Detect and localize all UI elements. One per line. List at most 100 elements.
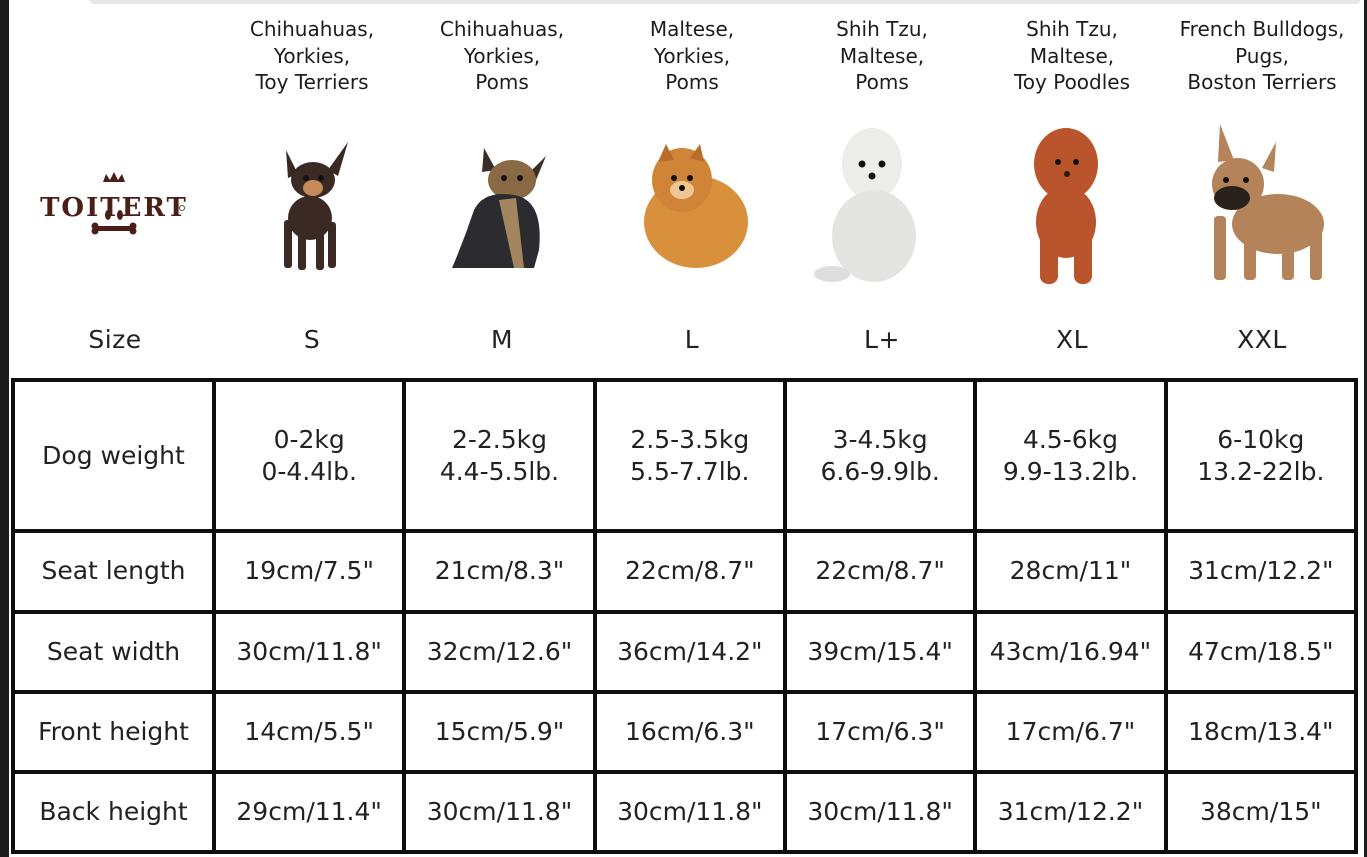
row-label: Seat width <box>11 609 216 694</box>
cell-value: 16cm/6.3" <box>625 716 755 746</box>
breed-caption-lplus: Shih Tzu, Maltese, Poms <box>836 17 928 94</box>
chihuahua-image <box>284 142 348 270</box>
table-cell: 38cm/15" <box>1163 769 1359 855</box>
cell-value: 32cm/12.6" <box>426 636 573 666</box>
table-cell: 47cm/18.5" <box>1163 609 1359 694</box>
table-cell: 28cm/11" <box>973 529 1168 614</box>
cell-value: 30cm/11.8" <box>236 636 382 666</box>
window-frame-left <box>0 0 9 857</box>
cell-value: 17cm/6.3" <box>815 716 945 746</box>
table-cell: 16cm/6.3" <box>592 689 787 774</box>
cell-value: 15cm/5.9" <box>434 716 565 746</box>
size-chart-table: Dog weight 0-2kg 0-4.4lb. 2-2.5kg 4.4-5.5lb.… <box>11 377 1359 855</box>
yorkie-image <box>452 148 546 268</box>
cell-value: 2.5-3.5kg <box>630 424 750 454</box>
table-cell: 32cm/12.6" <box>402 609 597 694</box>
cell-value: 4.4-5.5lb. <box>439 456 560 486</box>
table-row: Seat width 30cm/11.8" 32cm/12.6" 36cm/14.2"… <box>11 609 1359 694</box>
breed-caption-s: Chihuahuas, Yorkies, Toy Terriers <box>249 17 375 94</box>
cell-value: 13.2-22lb. <box>1197 456 1325 486</box>
cell-value: 9.9-13.2lb. <box>1002 456 1139 486</box>
size-s: S <box>303 325 321 354</box>
size-header-label: Size <box>88 325 142 354</box>
cell-value: 28cm/11" <box>1009 556 1132 586</box>
table-cell: 21cm/8.3" <box>402 529 597 614</box>
breed-caption-xl: Shih Tzu, Maltese, Toy Poodles <box>1013 17 1131 94</box>
table-row: Front height 14cm/5.5" 15cm/5.9" 16cm/6.3" 1… <box>11 689 1359 774</box>
table-cell: 2-2.5kg 4.4-5.5lb. <box>402 377 597 534</box>
table-cell: 22cm/8.7" <box>782 529 978 614</box>
breed-caption-m: Chihuahuas, Yorkies, Poms <box>439 17 565 94</box>
breed-captions: Chihuahuas, Yorkies, Toy Terriers Chihua… <box>0 16 1367 106</box>
row-label: Back height <box>11 769 216 855</box>
cell-value: 22cm/8.7" <box>625 556 755 586</box>
french-bulldog-image <box>1212 124 1324 280</box>
cell-value: 43cm/16.94" <box>989 636 1152 666</box>
cell-value: 29cm/11.4" <box>236 796 382 826</box>
table-row: Dog weight 0-2kg 0-4.4lb. 2-2.5kg 4.4-5.5lb.… <box>11 377 1359 534</box>
cell-value: 18cm/13.4" <box>1188 716 1334 746</box>
cell-value: 31cm/12.2" <box>997 796 1144 826</box>
table-cell: 30cm/11.8" <box>211 609 407 694</box>
breed-caption-xxl: French Bulldogs, Pugs, Boston Terriers <box>1179 17 1345 94</box>
table-cell: 18cm/13.4" <box>1163 689 1359 774</box>
brand-logo: TOITERT <box>40 172 188 235</box>
table-cell: 19cm/7.5" <box>211 529 407 614</box>
pomeranian-image <box>644 144 748 268</box>
table-cell: 31cm/12.2" <box>1163 529 1359 614</box>
cell-value: 30cm/11.8" <box>617 796 763 826</box>
size-xl: XL <box>1055 325 1089 354</box>
size-chart-body: Dog weight 0-2kg 0-4.4lb. 2-2.5kg 4.4-5.5lb.… <box>11 377 1359 855</box>
cell-value: 22cm/8.7" <box>815 556 945 586</box>
size-l: L <box>684 325 700 354</box>
breed-caption-l: Maltese, Yorkies, Poms <box>649 17 735 94</box>
table-cell: 30cm/11.8" <box>592 769 787 855</box>
top-scroll-edge <box>90 0 1360 4</box>
row-label: Seat length <box>11 529 216 614</box>
table-cell: 6-10kg 13.2-22lb. <box>1163 377 1359 534</box>
table-cell: 2.5-3.5kg 5.5-7.7lb. <box>592 377 787 534</box>
cell-value: 3-4.5kg <box>832 424 928 454</box>
cell-value: 6-10kg <box>1217 424 1305 454</box>
cell-value: 38cm/15" <box>1199 796 1322 826</box>
table-cell: 43cm/16.94" <box>973 609 1168 694</box>
size-m: M <box>490 325 514 354</box>
table-cell: 29cm/11.4" <box>211 769 407 855</box>
cell-value: 0-2kg <box>273 424 345 454</box>
table-row: Seat length 19cm/7.5" 21cm/8.3" 22cm/8.7" 22… <box>11 529 1359 614</box>
toy-poodle-image <box>1034 128 1098 284</box>
maltese-image <box>814 128 916 282</box>
cell-value: 5.5-7.7lb. <box>630 456 750 486</box>
row-label: Dog weight <box>11 377 216 534</box>
table-cell: 36cm/14.2" <box>592 609 787 694</box>
window-frame-right <box>1364 0 1367 857</box>
cell-value: 14cm/5.5" <box>244 716 374 746</box>
logo-text: TOITERT <box>40 193 188 223</box>
cell-value: 30cm/11.8" <box>807 796 953 826</box>
table-cell: 22cm/8.7" <box>592 529 787 614</box>
size-lplus: L+ <box>864 325 900 354</box>
row-label: Front height <box>11 689 216 774</box>
table-cell: 31cm/12.2" <box>973 769 1168 855</box>
cell-value: 19cm/7.5" <box>244 556 374 586</box>
cell-value: 39cm/15.4" <box>807 636 953 666</box>
cell-value: 4.5-6kg <box>1022 424 1118 454</box>
cell-value: 21cm/8.3" <box>434 556 565 586</box>
table-cell: 17cm/6.3" <box>782 689 978 774</box>
cell-value: 31cm/12.2" <box>1188 556 1334 586</box>
table-row: Back height 29cm/11.4" 30cm/11.8" 30cm/11.8… <box>11 769 1359 855</box>
table-cell: 39cm/15.4" <box>782 609 978 694</box>
size-xxl: XXL <box>1237 325 1287 354</box>
table-cell: 17cm/6.7" <box>973 689 1168 774</box>
cell-value: 47cm/18.5" <box>1188 636 1334 666</box>
table-cell: 30cm/11.8" <box>782 769 978 855</box>
cell-value: 17cm/6.7" <box>1005 716 1136 746</box>
table-cell: 0-2kg 0-4.4lb. <box>211 377 407 534</box>
cell-value: 30cm/11.8" <box>426 796 573 826</box>
table-cell: 14cm/5.5" <box>211 689 407 774</box>
cell-value: 2-2.5kg <box>451 424 548 454</box>
cell-value: 0-4.4lb. <box>261 456 357 486</box>
cell-value: 6.6-9.9lb. <box>820 456 940 486</box>
table-cell: 30cm/11.8" <box>402 769 597 855</box>
table-cell: 3-4.5kg 6.6-9.9lb. <box>782 377 978 534</box>
